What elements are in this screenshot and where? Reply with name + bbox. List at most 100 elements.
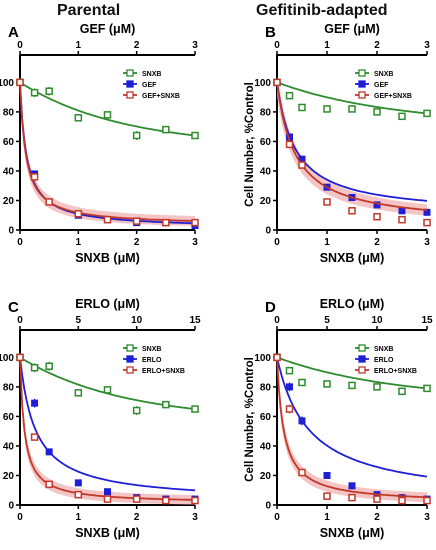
legend-label: SNXB <box>374 346 393 353</box>
data-point <box>45 480 53 489</box>
legend-label: GEF <box>142 82 157 89</box>
data-point <box>132 217 141 225</box>
data-point <box>298 378 306 387</box>
data-point <box>398 496 406 505</box>
legend-label: SNXB <box>374 71 393 78</box>
top-axis-title: GEF (μM) <box>324 22 380 36</box>
data-point <box>285 366 294 375</box>
x-tick-label: 3 <box>424 512 430 523</box>
data-point <box>398 112 406 121</box>
y-tick-label: 60 <box>3 412 15 423</box>
data-point <box>103 495 112 503</box>
x-axis-title: SNXB (μM) <box>75 526 140 540</box>
header-parental: Parental <box>57 2 121 19</box>
x-tick-label: 1 <box>76 237 82 248</box>
data-point <box>16 78 24 87</box>
y-tick-label: 80 <box>260 382 272 393</box>
top-axis-title: ERLO (μM) <box>75 297 140 311</box>
data-point <box>298 103 306 112</box>
data-point <box>398 207 406 215</box>
x-tick-label: 1 <box>76 512 82 523</box>
top-tick-label: 0 <box>17 40 23 51</box>
top-tick-label: 2 <box>374 40 380 51</box>
data-point <box>348 105 356 113</box>
y-tick-label: 40 <box>3 441 15 452</box>
data-point <box>323 105 331 113</box>
top-tick-label: 15 <box>421 315 433 326</box>
legend-marker <box>126 91 134 99</box>
data-point <box>103 386 112 394</box>
x-tick-label: 0 <box>17 512 23 523</box>
top-tick-label: 5 <box>324 315 330 326</box>
y-tick-label: 100 <box>254 78 271 89</box>
x-tick-label: 0 <box>17 237 23 248</box>
panel-label: C <box>8 299 19 316</box>
data-point <box>30 433 39 441</box>
data-point <box>373 495 381 503</box>
y-tick-label: 100 <box>0 78 14 89</box>
legend-label: ERLO+SNXB <box>374 368 417 375</box>
data-point <box>348 493 356 502</box>
y-tick-label: 80 <box>3 107 15 118</box>
data-point <box>31 399 39 407</box>
top-tick-label: 3 <box>192 40 198 51</box>
data-point <box>162 400 170 409</box>
y-tick-label: 100 <box>0 353 14 364</box>
data-point <box>348 482 356 490</box>
legend-label: ERLO+SNXB <box>142 368 185 375</box>
data-point <box>103 215 112 224</box>
data-point <box>74 479 82 487</box>
data-point <box>191 218 199 227</box>
y-tick-label: 20 <box>3 196 15 207</box>
top-tick-label: 0 <box>17 315 23 326</box>
x-axis-title: SNXB (μM) <box>75 251 140 265</box>
data-point <box>191 131 199 140</box>
data-point <box>298 417 306 425</box>
series-fit-curve <box>276 356 428 390</box>
data-point <box>162 125 170 134</box>
y-tick-label: 60 <box>260 137 272 148</box>
data-point <box>423 109 431 118</box>
x-tick-label: 3 <box>192 512 198 523</box>
data-point <box>373 212 381 221</box>
y-tick-label: 0 <box>265 501 271 512</box>
x-tick-label: 1 <box>324 512 330 523</box>
y-tick-label: 100 <box>254 353 271 364</box>
top-tick-label: 10 <box>131 315 143 326</box>
y-axis-title: Cell Number, %Control <box>244 82 256 207</box>
data-point <box>30 88 39 97</box>
data-point <box>298 161 306 169</box>
legend-label: SNXB <box>142 71 161 78</box>
y-tick-label: 20 <box>260 471 272 482</box>
data-point <box>286 383 293 391</box>
top-axis-title: ERLO (μM) <box>320 297 385 311</box>
data-point <box>30 173 39 181</box>
legend-label: ERLO <box>374 357 394 364</box>
y-tick-label: 60 <box>260 412 272 423</box>
legend-marker <box>126 69 134 77</box>
data-point <box>74 389 83 397</box>
data-point <box>423 384 431 393</box>
y-tick-label: 80 <box>260 107 272 118</box>
y-tick-label: 60 <box>3 137 15 148</box>
panel-label: B <box>265 24 276 41</box>
x-tick-label: 3 <box>424 237 430 248</box>
data-point <box>298 468 306 477</box>
x-tick-label: 3 <box>192 237 198 248</box>
y-tick-label: 20 <box>3 471 15 482</box>
header-gefitinib-adapted: Gefitinib-adapted <box>256 2 388 19</box>
legend-marker <box>358 69 366 77</box>
series-fit-curve <box>276 357 428 478</box>
top-tick-label: 2 <box>134 40 140 51</box>
data-point <box>103 111 112 119</box>
data-point <box>132 495 141 503</box>
data-point <box>104 488 111 496</box>
data-point <box>132 406 141 415</box>
legend-label: GEF+SNXB <box>142 93 180 100</box>
data-point <box>348 207 356 215</box>
data-point <box>162 496 170 505</box>
data-point <box>45 362 53 370</box>
data-point <box>273 78 281 87</box>
